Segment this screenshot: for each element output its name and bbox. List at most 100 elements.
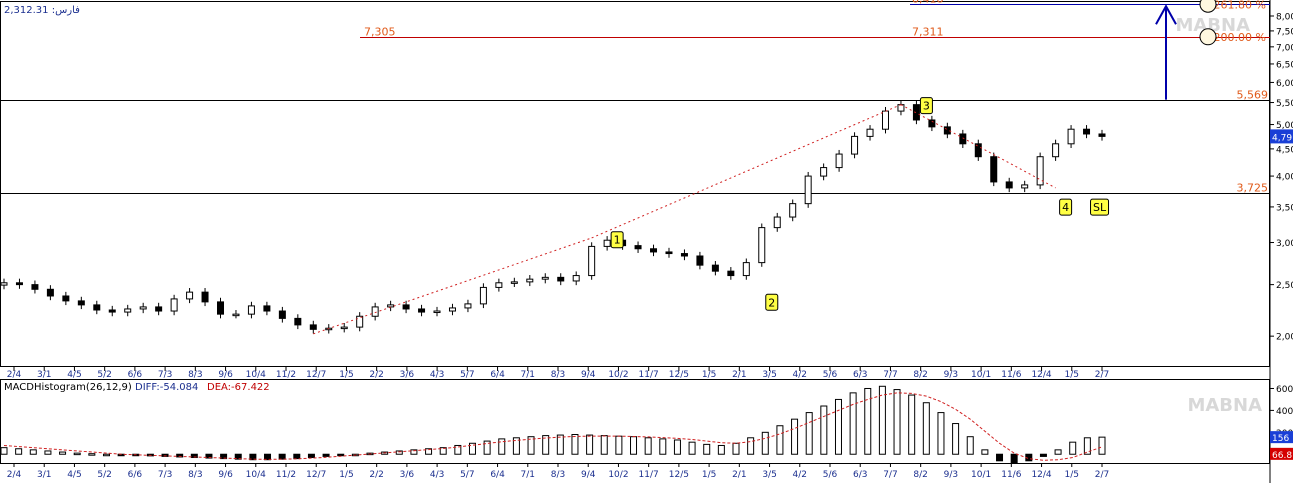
- macd-histogram-bar: [791, 418, 799, 455]
- macd-histogram-bar: [644, 437, 652, 455]
- wave-marker-box: [1090, 198, 1110, 216]
- x-axis-label: 11/6: [1001, 370, 1021, 380]
- candle-body: [634, 245, 642, 250]
- wave-marker-box: [610, 231, 624, 249]
- macd-histogram-bar: [498, 438, 506, 455]
- macd-title: MACDHistogram(26,12,9): [4, 382, 132, 393]
- macd-histogram-bar: [805, 412, 813, 455]
- candle-body: [727, 270, 735, 277]
- x-axis-label: 12/5: [669, 370, 689, 380]
- candle-body: [278, 310, 286, 319]
- macd-x-axis-label: 2/7: [1095, 470, 1109, 480]
- wave-marker-box: [919, 97, 933, 115]
- x-axis-label: 5/7: [460, 370, 474, 380]
- candle-body: [1021, 184, 1029, 189]
- macd-histogram-bar: [425, 448, 433, 455]
- candle-body: [665, 251, 673, 255]
- candle-body: [680, 253, 688, 257]
- macd-signal-last-box: [1270, 447, 1293, 460]
- x-axis-label: 3/1: [37, 370, 51, 380]
- x-axis-label: 9/3: [944, 370, 958, 380]
- price-axis-label: 5,000: [1276, 121, 1293, 131]
- projection-arrowhead: [1155, 4, 1177, 25]
- macd-histogram-bar: [29, 449, 37, 455]
- candle-body: [479, 286, 487, 305]
- candle-body: [464, 303, 472, 309]
- candle-body: [433, 310, 441, 314]
- trend-line-1: [313, 237, 592, 335]
- macd-histogram-bar: [556, 434, 564, 455]
- macd-x-axis-label: 8/2: [913, 470, 927, 480]
- macd-x-axis-label: 5/7: [460, 470, 474, 480]
- candle-body: [789, 203, 797, 218]
- candle-body: [294, 317, 302, 326]
- macd-histogram-bar: [776, 425, 784, 455]
- macd-histogram-bar: [395, 450, 403, 455]
- price-axis-label: 6,500: [1276, 60, 1293, 70]
- macd-histogram-bar: [59, 451, 67, 455]
- macd-histogram-bar: [542, 435, 550, 455]
- price-axis-label: 4,500: [1276, 145, 1293, 155]
- x-axis-label: 8/3: [551, 370, 565, 380]
- candle-body: [1067, 128, 1075, 145]
- last-price-box: [1270, 129, 1293, 144]
- macd-histogram-bar: [264, 453, 272, 461]
- macd-x-axis-label: 11/6: [1001, 470, 1021, 480]
- price-axis-label: 6,000: [1276, 79, 1293, 89]
- macd-x-axis-label: 12/5: [669, 470, 689, 480]
- level-label: 8,418: [912, 0, 944, 6]
- level-label: 7,311: [912, 26, 944, 39]
- x-axis-label: 6/4: [490, 370, 505, 380]
- candle-body: [356, 315, 364, 328]
- fib-label: 261.80 %: [1214, 0, 1266, 11]
- macd-x-axis-label: 5/6: [823, 470, 838, 480]
- macd-histogram-bar: [717, 444, 725, 455]
- candle-body: [588, 245, 596, 277]
- candle-body: [0, 282, 8, 286]
- macd-signal-last-value: 66.8: [1272, 451, 1292, 461]
- price-axis-label: 2,500: [1276, 281, 1293, 291]
- x-axis-label: 3/6: [400, 370, 415, 380]
- macd-x-axis-label: 11/2: [276, 470, 296, 480]
- candle-body: [835, 153, 843, 169]
- candle-body: [93, 304, 101, 311]
- price-axis-label: 5,500: [1276, 99, 1293, 109]
- macd-histogram-bar: [952, 423, 960, 455]
- x-axis-label: 12/7: [306, 370, 326, 380]
- candle-body: [217, 301, 225, 315]
- macd-x-axis-label: 12/4: [1031, 470, 1051, 480]
- macd-histogram-bar: [1083, 437, 1091, 455]
- x-axis-label: 5/6: [823, 370, 838, 380]
- macd-histogram-bar: [278, 453, 286, 460]
- macd-histogram-bar: [820, 405, 828, 455]
- wave-marker-label: 2: [768, 296, 775, 309]
- macd-histogram-bar: [747, 437, 755, 455]
- candle-body: [851, 135, 859, 155]
- candle-body: [448, 307, 456, 312]
- x-axis-label: 12/4: [1031, 370, 1051, 380]
- macd-x-axis-label: 6/4: [490, 470, 505, 480]
- x-axis-label: 1/5: [702, 370, 716, 380]
- level-label: 7,305: [364, 26, 396, 39]
- macd-histogram-bar: [732, 442, 740, 455]
- candle-body: [387, 304, 395, 308]
- candle-body: [897, 104, 905, 112]
- candle-body: [820, 167, 828, 177]
- macd-histogram-bar: [864, 387, 872, 455]
- candle-body: [1052, 143, 1060, 158]
- price-panel-frame: [0, 1, 1270, 367]
- macd-last-box: [1270, 431, 1293, 444]
- x-axis-label: 10/2: [608, 370, 628, 380]
- macd-histogram-bar: [922, 402, 930, 455]
- price-axis-label: 2,000: [1276, 333, 1293, 343]
- candle-body: [510, 281, 518, 284]
- macd-signal-line: [3, 392, 1103, 461]
- macd-histogram-bar: [483, 440, 491, 455]
- x-axis-label: 9/6: [218, 370, 233, 380]
- macd-x-axis-label: 4/2: [793, 470, 807, 480]
- x-axis-label: 8/2: [913, 370, 927, 380]
- x-axis-label: 1/5: [1065, 370, 1079, 380]
- macd-x-axis-label: 4/3: [430, 470, 444, 480]
- candle-body: [263, 305, 271, 312]
